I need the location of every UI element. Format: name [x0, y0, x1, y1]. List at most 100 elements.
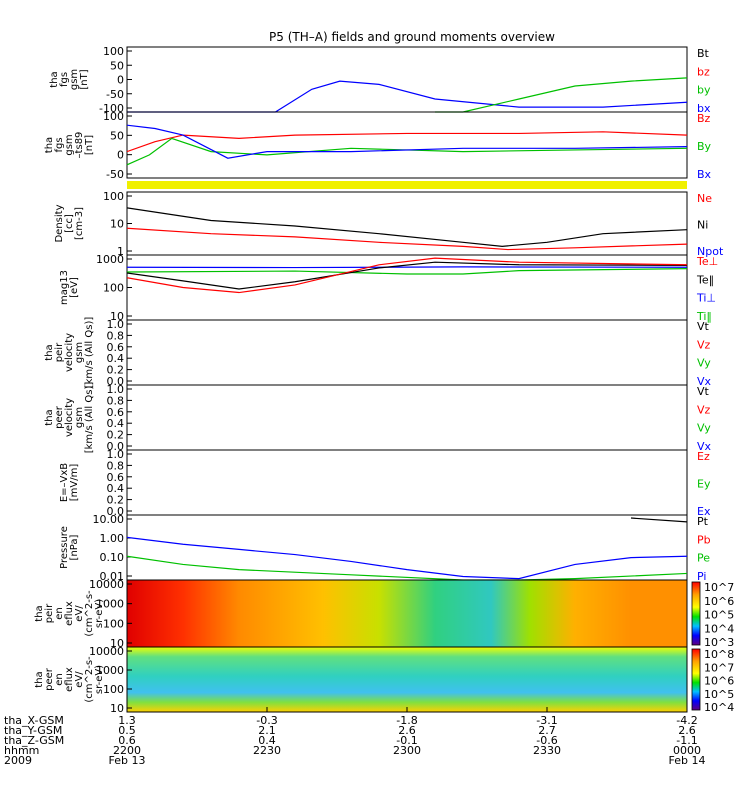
- y-tick-label: 1.0: [107, 448, 125, 461]
- y-tick-label: 100: [103, 45, 124, 58]
- y-tick-label: 0.2: [107, 494, 125, 507]
- legend-entry: Vz: [697, 403, 711, 416]
- legend-entry: Bt: [697, 47, 710, 60]
- y-tick-label: 1000: [96, 253, 124, 266]
- panel-p7: 1.00.80.60.40.20.0 E=–VxB [mV/m] Ez Ey Ex: [59, 448, 711, 518]
- y-axis-label: (cm^2-s-: [84, 590, 95, 637]
- y-axis-label: mag13: [59, 270, 70, 305]
- x-tick-label: 0.6: [118, 734, 136, 747]
- series-Bx: [126, 124, 688, 159]
- y-tick-label: 0.0: [107, 505, 125, 518]
- y-tick-label: 1: [117, 245, 124, 258]
- panel-p8: 10.00 1.00 0.10 0.01 Pressure [nPa] Pt Pb Pe Pi: [59, 513, 711, 583]
- y-tick-label: 10: [110, 637, 124, 650]
- x-tick-label: -3.1: [536, 714, 557, 727]
- legend-entry: Ex: [697, 505, 711, 518]
- legend-entry: Ti‖: [696, 310, 712, 323]
- y-tick-label: 50: [110, 59, 124, 72]
- y-tick-label: 100: [103, 190, 124, 203]
- y-tick-label: 0.8: [107, 329, 125, 342]
- x-tick-label: -0.6: [536, 734, 557, 747]
- series-bx: [127, 80, 688, 113]
- colorbar-label: 10^5: [704, 688, 734, 701]
- series-Te‖: [126, 261, 688, 290]
- y-axis-label: [cc]: [64, 214, 75, 233]
- series-Ne: [126, 227, 688, 251]
- x-tick-label: 2200: [113, 744, 141, 757]
- y-axis-label: tha: [49, 71, 60, 87]
- y-tick-label: 0.0: [107, 375, 125, 388]
- legend-entry: Vz: [697, 338, 711, 351]
- y-tick-label: 10: [110, 310, 124, 323]
- y-tick-label: 0.01: [100, 570, 125, 583]
- series-Te⊥: [126, 257, 688, 294]
- series-Ti‖: [126, 268, 688, 275]
- colorbar: [691, 581, 701, 646]
- panel-frame: [126, 191, 688, 256]
- x-tick-label: 0.5: [118, 724, 136, 737]
- y-axis-label: tha: [44, 137, 55, 153]
- panel-p5: 1.00.80.60.40.20.0 tha peir velocity gsm [km/…: [44, 317, 712, 389]
- legend-entry: Ey: [697, 478, 711, 491]
- legend-entry: bz: [697, 65, 710, 78]
- y-tick-label: 10000: [89, 645, 124, 658]
- y-axis-label: fgs: [54, 137, 65, 152]
- x-tick-label: 2.1: [258, 724, 276, 737]
- legend-entry: Te‖: [696, 273, 714, 286]
- x-tick-label: 2330: [533, 744, 561, 757]
- y-axis-label: en: [54, 607, 65, 620]
- legend-entry: Vt: [697, 320, 710, 333]
- y-axis-label: gsm: [64, 134, 75, 155]
- y-axis-label: [cm-3]: [74, 207, 85, 240]
- y-axis-label: eflux: [64, 601, 75, 626]
- panel-p3: 100 10 1 Density [cc] [cm-3] Ne Ni Npot: [54, 190, 724, 258]
- x-row-label: 2009: [4, 754, 32, 767]
- legend-entry: Ne: [697, 192, 712, 205]
- y-axis-label: –ts89: [74, 132, 85, 159]
- y-tick-label: -50: [106, 88, 124, 101]
- y-axis-label: eV/: [74, 671, 85, 688]
- y-tick-label: 1000: [96, 664, 124, 677]
- x-tick-label: -1.8: [396, 714, 417, 727]
- y-tick-label: 0.10: [100, 551, 125, 564]
- y-axis-label: gsm: [74, 407, 85, 428]
- x-tick-label: 2.7: [538, 724, 556, 737]
- y-tick-label: 50: [110, 129, 124, 142]
- panel-frame: [126, 449, 688, 516]
- x-tick-label: 0.4: [258, 734, 276, 747]
- legend-entry: Pb: [697, 533, 711, 546]
- series-By: [126, 137, 688, 166]
- x-tick-label: -4.2: [676, 714, 697, 727]
- legend-entry: Vx: [697, 440, 712, 453]
- x-tick-label: -0.3: [256, 714, 277, 727]
- panel-p2: 100 50 0 -50 tha fgs gsm –ts89 [nT] Bz By Bx: [44, 110, 712, 181]
- panel-frame: [126, 514, 688, 581]
- y-tick-label: 10000: [89, 578, 124, 591]
- panel-p4: 1000 100 10 mag13 [eV] Te⊥ Te‖ Ti⊥ Ti‖: [59, 253, 718, 323]
- legend-entry: Vy: [697, 422, 711, 435]
- x-tick-label: 2.6: [678, 724, 696, 737]
- y-axis-label: velocity: [64, 398, 75, 437]
- series-Pe: [126, 555, 688, 581]
- series-Pi: [126, 536, 688, 580]
- legend-entry: by: [697, 84, 711, 97]
- legend-entry: Vy: [697, 357, 711, 370]
- colorbar-label: 10^4: [704, 622, 734, 635]
- y-tick-label: 10: [110, 218, 124, 231]
- y-tick-label: 100: [103, 110, 124, 123]
- series-Ni: [126, 207, 688, 247]
- panel-p6: 1.00.80.60.40.20.0 tha peer velocity gsm [km/…: [44, 382, 712, 454]
- y-tick-label: 1.00: [100, 532, 125, 545]
- y-axis-label: fgs: [59, 72, 70, 87]
- colorbar-label: 10^7: [704, 661, 734, 674]
- y-axis-label: eV/: [74, 605, 85, 622]
- y-axis-label: tha: [34, 605, 45, 621]
- colorbar-label: 10^3: [704, 636, 734, 649]
- x-tick-label: 2.6: [398, 724, 416, 737]
- y-tick-label: 0.6: [107, 471, 125, 484]
- y-tick-label: 0.6: [107, 406, 125, 419]
- x-row-label: tha_X-GSM: [4, 714, 64, 727]
- y-tick-label: 0.4: [107, 482, 125, 495]
